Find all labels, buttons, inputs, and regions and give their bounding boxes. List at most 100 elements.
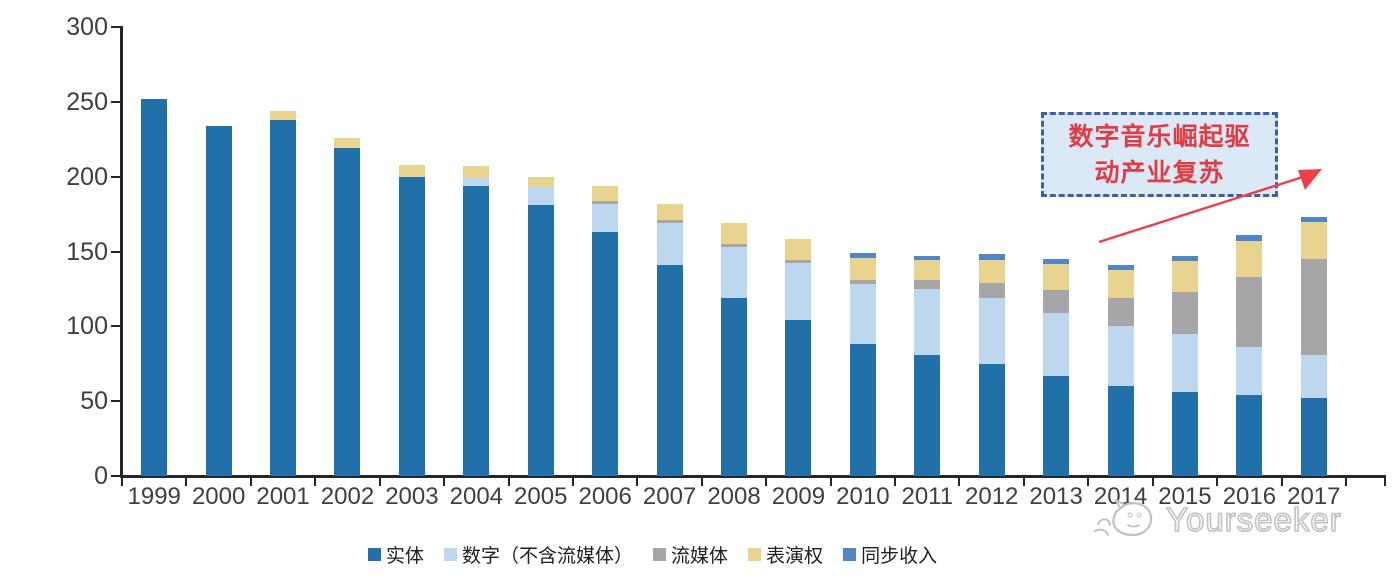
bar-segment [527, 176, 554, 188]
stacked-bar [527, 176, 554, 476]
bar-segment [1107, 269, 1134, 298]
bar-segment [205, 125, 232, 476]
bar-segment [656, 223, 683, 265]
stacked-bar [721, 223, 747, 476]
x-tick-label: 2011 [901, 483, 954, 510]
x-tick-mark [700, 478, 703, 486]
bar-segment [656, 265, 683, 476]
y-tick-label: 100 [66, 312, 108, 341]
bar-segment [1300, 217, 1327, 222]
x-tick-mark [829, 478, 832, 486]
bar-segment [849, 344, 876, 476]
x-tick-mark [249, 478, 252, 486]
bar-segment [463, 166, 490, 179]
stacked-bar [914, 255, 941, 476]
bar-segment [1171, 291, 1198, 334]
x-axis-line [120, 475, 1386, 478]
bar-segment [334, 148, 361, 476]
bar-segment [849, 284, 876, 345]
bar-segment [978, 363, 1005, 476]
bar-segment [1171, 256, 1198, 261]
bar-segment [1107, 386, 1134, 476]
bar-segment [1171, 260, 1198, 292]
stacked-bar [398, 164, 425, 476]
bar-segment [592, 200, 619, 204]
stacked-bar [849, 253, 876, 476]
legend-label: 数字（不含流媒体） [462, 546, 634, 567]
legend-item: 数字（不含流媒体） [444, 541, 633, 568]
bar-segment [914, 288, 941, 355]
annotation-arrow-icon [1098, 169, 1322, 244]
legend-item: 实体 [368, 541, 424, 568]
x-tick-mark [1022, 478, 1025, 486]
cat-doodle-icon [1094, 499, 1153, 537]
bar-segment [1236, 395, 1263, 476]
bar-segment [1107, 297, 1134, 327]
bar-segment [592, 185, 619, 201]
bar-segment [1043, 375, 1070, 476]
legend-swatch-icon [843, 548, 857, 561]
watermark-text: Yourseeker [1165, 500, 1342, 539]
bar-segment [1236, 241, 1263, 278]
bar-segment [721, 223, 747, 245]
x-tick-mark [314, 478, 317, 486]
bar-slot [895, 27, 959, 476]
bar-slot [509, 27, 573, 476]
bar-segment [978, 297, 1005, 364]
bar-slot [1282, 27, 1346, 476]
x-axis-labels: 1999 2000 2001 2002 2003 2004 2005 2006 2007 2008… [122, 483, 1346, 511]
bar-slot [122, 27, 186, 476]
x-tick-mark [1384, 478, 1386, 486]
bar-segment [785, 320, 812, 476]
x-tick-mark [507, 478, 510, 486]
y-tick-mark [111, 325, 122, 328]
x-tick-label: 2002 [320, 483, 375, 510]
x-tick-mark [636, 478, 639, 486]
bar-segment [592, 232, 619, 476]
bar-slot [766, 27, 830, 476]
stacked-bar [656, 203, 683, 476]
bar-segment [1236, 277, 1263, 348]
bar-segment [1171, 392, 1198, 476]
y-tick-mark [111, 400, 122, 403]
bar-segment [1300, 259, 1327, 355]
bar-slot [959, 27, 1023, 476]
x-tick-label: 2017 [1287, 483, 1341, 510]
bar-slot [831, 27, 895, 476]
x-tick-label: 2012 [965, 483, 1019, 510]
x-tick-label: 2007 [642, 483, 697, 510]
bar-slot [1088, 27, 1152, 476]
legend-label: 同步收入 [861, 546, 938, 567]
bar-segment [785, 239, 812, 261]
bar-segment [463, 178, 490, 186]
x-tick-label: 2016 [1222, 483, 1277, 510]
bar-segment [721, 297, 747, 476]
stacked-bar [1300, 217, 1327, 476]
bar-segment [849, 257, 876, 280]
x-tick-mark [378, 478, 381, 486]
bar-segment [398, 164, 425, 177]
x-tick-label: 2008 [707, 483, 761, 510]
bar-segment [914, 354, 941, 476]
stacked-bar [1171, 256, 1198, 476]
x-tick-mark [958, 478, 961, 486]
stacked-bar [1236, 235, 1263, 476]
x-tick-mark [894, 478, 897, 486]
x-tick-mark [1280, 478, 1283, 486]
x-tick-mark [1216, 478, 1219, 486]
bar-slot [315, 27, 379, 476]
y-tick-label: 200 [66, 162, 108, 191]
bar-segment [1043, 263, 1070, 291]
bar-slot [1153, 27, 1217, 476]
x-tick-label: 2013 [1029, 483, 1083, 510]
stacked-bar [463, 166, 490, 476]
legend-item: 流媒体 [653, 541, 728, 568]
stacked-bar [1107, 265, 1134, 476]
legend-swatch-icon [653, 548, 667, 561]
bar-segment [978, 254, 1005, 261]
watermark: Yourseeker [1092, 498, 1342, 542]
x-tick-mark [185, 478, 188, 486]
x-tick-label: 1999 [127, 483, 181, 510]
y-tick-label: 50 [80, 387, 108, 416]
